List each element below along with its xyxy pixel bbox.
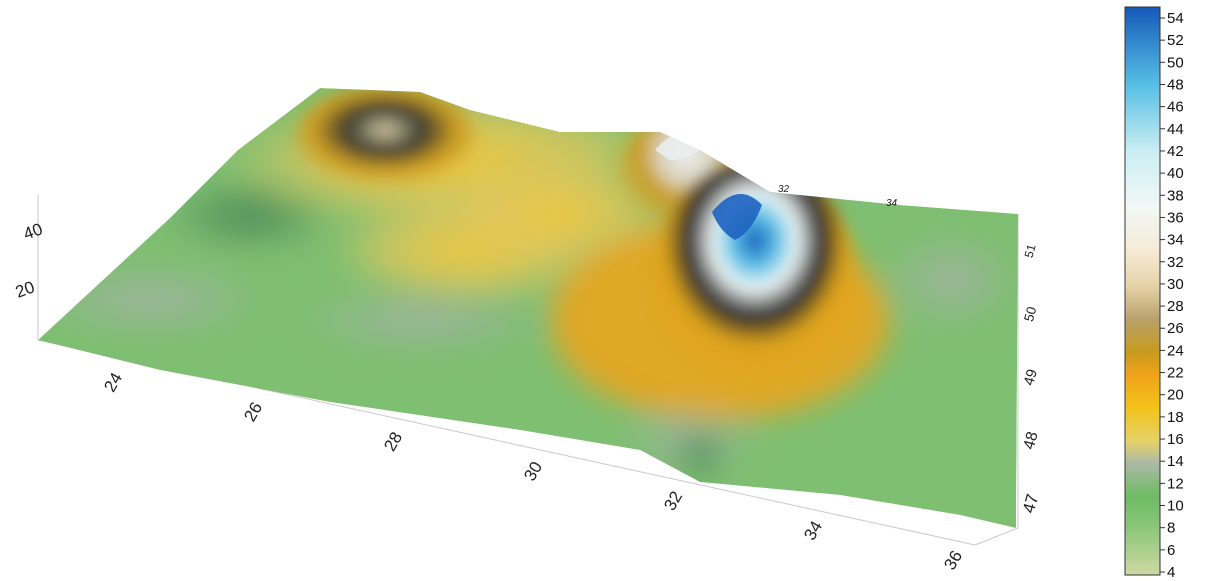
y-tick-label: 51 (1022, 242, 1039, 259)
colorbar-tick-label: 36 (1167, 209, 1184, 226)
colorbar-tick-label: 22 (1167, 365, 1184, 382)
x-tick-label: 30 (520, 458, 546, 484)
far-x-tick-2: 34 (886, 198, 898, 209)
z-tick-20: 20 (13, 277, 37, 301)
x-tick-label: 32 (660, 488, 686, 514)
colorbar: 5452504846444240383634323028262422201816… (1124, 6, 1184, 581)
colorbar-tick-label: 18 (1167, 409, 1184, 426)
far-x-tick-1: 32 (778, 184, 790, 195)
colorbar-tick-label: 42 (1167, 143, 1184, 160)
colorbar-tick-label: 16 (1167, 431, 1184, 448)
y-tick-label: 49 (1021, 368, 1041, 388)
colorbar-ramp (1124, 6, 1161, 576)
colorbar-tick-label: 20 (1167, 387, 1184, 404)
colorbar-tick-label: 8 (1167, 520, 1175, 537)
colorbar-tick-label: 38 (1167, 187, 1184, 204)
grey-zone-left (38, 260, 270, 340)
grey-right (880, 230, 1018, 330)
x-tick-label: 24 (100, 369, 126, 395)
colorbar-tick-label: 28 (1167, 298, 1184, 315)
colorbar-tick-label: 46 (1167, 99, 1184, 116)
x-tick-label: 36 (940, 547, 966, 573)
colorbar-tick-label: 4 (1167, 564, 1175, 581)
y-tick-label: 47 (1019, 492, 1042, 515)
surface (38, 88, 1018, 528)
colorbar-tick-label: 6 (1167, 542, 1175, 559)
x-tick-label: 26 (240, 399, 266, 425)
colorbar-ticks: 5452504846444240383634323028262422201816… (1160, 10, 1184, 581)
colorbar-tick-label: 32 (1167, 254, 1184, 271)
y-axis-ticks: 47 48 49 50 51 (1019, 242, 1042, 515)
colorbar-tick-label: 10 (1167, 498, 1184, 515)
colorbar-tick-label: 48 (1167, 76, 1184, 93)
colorbar-tick-label: 30 (1167, 276, 1184, 293)
colorbar-tick-label: 24 (1167, 342, 1184, 359)
main-peak (655, 160, 855, 390)
colorbar-tick-label: 14 (1167, 453, 1184, 470)
x-tick-label: 34 (800, 518, 826, 544)
corner-line (974, 527, 1019, 546)
z-axis-ticks: 20 40 (13, 219, 45, 301)
colorbar-tick-label: 26 (1167, 320, 1184, 337)
colorbar-tick-label: 34 (1167, 232, 1184, 249)
colorbar-tick-label: 54 (1167, 10, 1184, 27)
secondary-peak-left (295, 88, 475, 185)
dark-green-front (670, 425, 730, 485)
y-tick-label: 48 (1021, 430, 1042, 452)
colorbar-tick-label: 50 (1167, 54, 1184, 71)
z-tick-40: 40 (21, 219, 45, 243)
y-tick-label: 50 (1021, 305, 1039, 323)
main-peak-tip (712, 194, 762, 240)
x-tick-label: 28 (380, 429, 406, 455)
colorbar-tick-label: 40 (1167, 165, 1184, 182)
colorbar-tick-label: 44 (1167, 121, 1184, 138)
colorbar-tick-label: 12 (1167, 475, 1184, 492)
colorbar-tick-label: 52 (1167, 32, 1184, 49)
